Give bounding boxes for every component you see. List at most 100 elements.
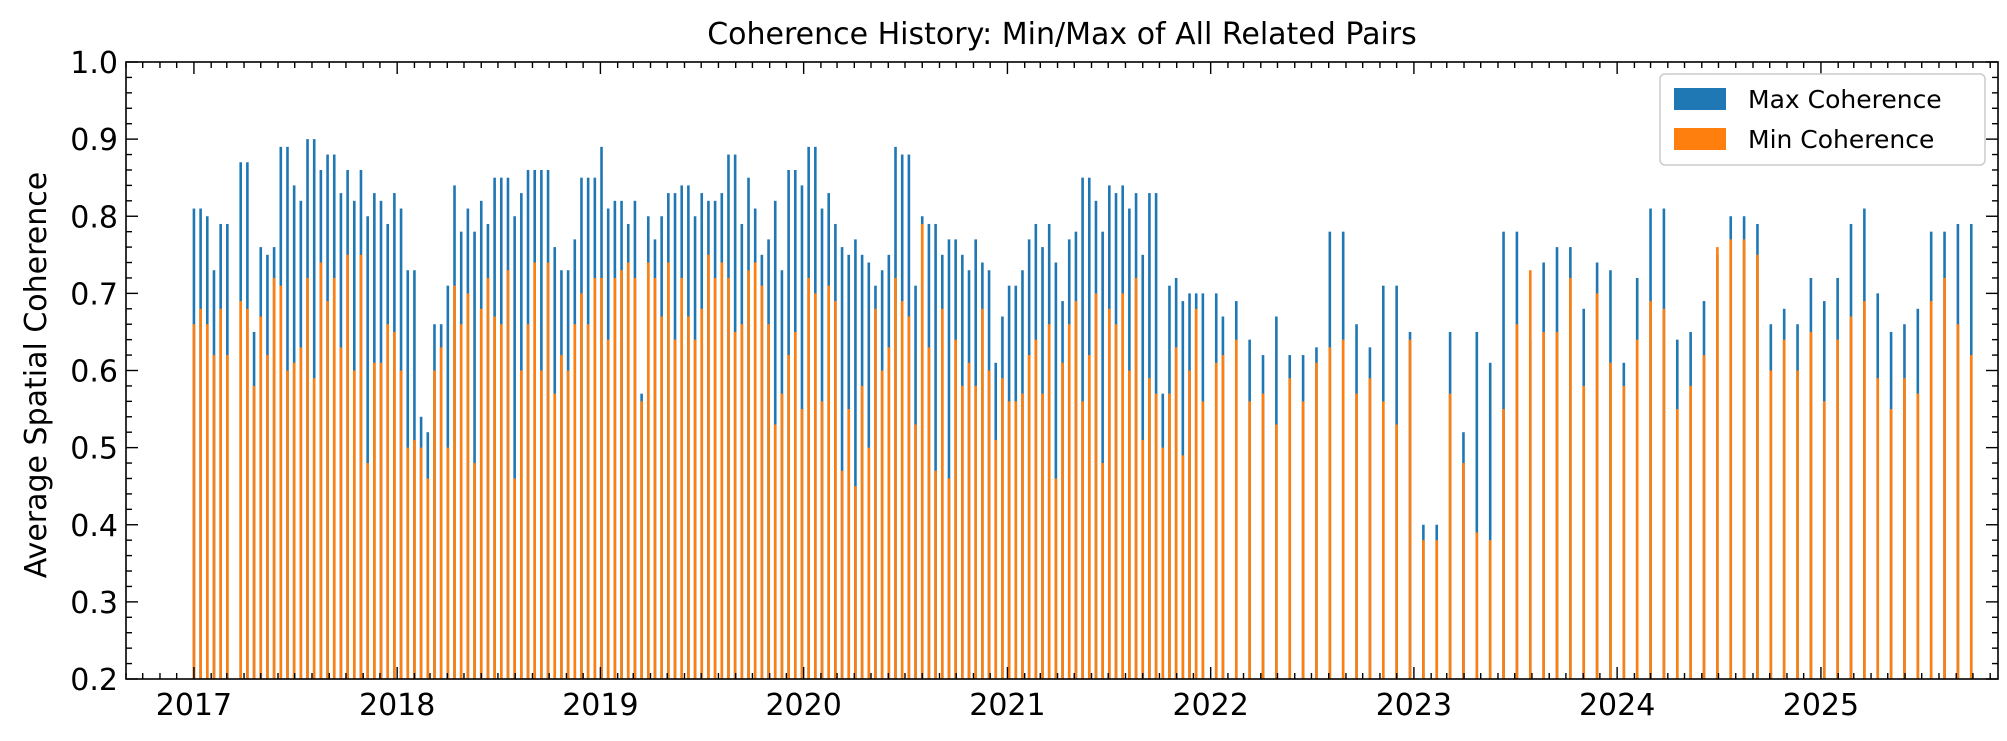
min-coherence-bar: [1141, 439, 1145, 679]
min-coherence-bar: [1515, 324, 1519, 679]
min-coherence-bar: [393, 331, 396, 679]
min-coherence-bar: [199, 308, 202, 679]
min-coherence-bar: [1081, 401, 1084, 679]
min-coherence-bar: [346, 254, 349, 679]
min-coherence-bar: [580, 293, 583, 679]
min-coherence-bar: [1782, 339, 1786, 679]
min-coherence-bar: [867, 447, 871, 680]
min-coherence-bar: [1094, 293, 1098, 679]
legend-label-min: Min Coherence: [1748, 125, 1934, 154]
min-coherence-bar: [981, 308, 984, 679]
min-coherence-bar: [626, 262, 630, 679]
min-coherence-bar: [927, 347, 931, 679]
min-coherence-bar: [653, 277, 657, 679]
min-coherence-bar: [1214, 362, 1218, 679]
min-coherence-bar: [1027, 355, 1031, 679]
min-coherence-bar: [319, 262, 323, 679]
min-coherence-bar: [586, 324, 590, 679]
min-coherence-bar: [1555, 331, 1559, 679]
y-tick-label: 1.0: [70, 46, 118, 81]
min-coherence-bar: [499, 324, 503, 679]
y-tick-label: 0.5: [70, 432, 118, 467]
min-coherence-bar: [1128, 370, 1131, 679]
min-coherence-bar: [1087, 355, 1091, 679]
min-coherence-bar: [700, 308, 704, 679]
min-coherence-bar: [1168, 393, 1171, 679]
min-coherence-bar: [753, 262, 757, 679]
min-coherence-bar: [606, 339, 610, 679]
min-coherence-bar: [486, 277, 490, 679]
min-coherence-bar: [399, 370, 403, 679]
min-coherence-bar: [1462, 463, 1465, 679]
min-coherence-bar: [1876, 378, 1880, 679]
min-coherence-bar: [439, 347, 443, 679]
min-coherence-bar: [1161, 447, 1165, 680]
min-coherence-bar: [807, 277, 810, 679]
min-coherence-bar: [1275, 424, 1278, 679]
min-coherence-bar: [419, 447, 423, 680]
min-coherence-bar: [446, 447, 450, 680]
min-coherence-bar: [219, 308, 222, 679]
max-coherence-bar: [473, 231, 476, 680]
min-coherence-bar: [1114, 324, 1118, 679]
min-coherence-bar: [1067, 324, 1071, 679]
min-coherence-bar: [787, 355, 790, 679]
min-coherence-bar: [1943, 277, 1946, 679]
min-coherence-bar: [613, 277, 617, 679]
min-coherence-bar: [540, 370, 543, 679]
max-coherence-bar: [1488, 362, 1492, 679]
min-coherence-bar: [1422, 540, 1425, 679]
min-coherence-bar: [1622, 385, 1626, 679]
max-coherence-bar: [1475, 331, 1479, 679]
min-coherence-bar: [920, 223, 924, 679]
min-coherence-bar: [1148, 378, 1151, 679]
min-coherence-bar: [1889, 409, 1893, 679]
min-coherence-bar: [1689, 385, 1692, 679]
min-coherence-bar: [1201, 401, 1205, 679]
min-coherence-bar: [379, 362, 383, 679]
max-coherence-bar: [854, 239, 857, 679]
y-tick-labels: 0.2 0.3 0.4 0.5 0.6 0.7 0.8 0.9 1.0: [70, 46, 118, 698]
min-coherence-bar: [1702, 355, 1706, 679]
min-coherence-bar: [640, 401, 643, 679]
min-coherence-bar: [312, 378, 316, 679]
min-coherence-bar: [473, 463, 476, 679]
min-coherence-bar: [513, 478, 516, 679]
min-coherence-bar: [1408, 339, 1412, 679]
min-coherence-bar: [1061, 362, 1064, 679]
min-coherence-bar: [1903, 378, 1906, 679]
min-coherence-bar: [907, 316, 911, 679]
min-coherence-bar: [1134, 277, 1138, 679]
min-coherence-bar: [1047, 324, 1051, 679]
min-coherence-bar: [767, 324, 770, 679]
min-coherence-bar: [553, 393, 557, 679]
legend-swatch-max: [1674, 88, 1726, 110]
min-coherence-bar: [834, 301, 837, 679]
min-coherence-bar: [974, 385, 977, 679]
legend-box: [1659, 73, 1986, 166]
min-coherence-bar: [660, 316, 663, 679]
min-coherence-bar: [1488, 540, 1492, 679]
min-coherence-bar: [1916, 393, 1920, 679]
min-coherence-bar: [466, 293, 470, 679]
min-coherence-bar: [1181, 455, 1185, 679]
min-coherence-bar: [426, 478, 430, 679]
min-coherence-bar: [1448, 393, 1452, 679]
min-coherence-bar: [1716, 247, 1719, 679]
min-coherence-bar: [840, 470, 844, 679]
min-coherence-bar: [246, 308, 249, 679]
min-coherence-bar: [1863, 301, 1866, 679]
min-coherence-bar: [1288, 378, 1292, 679]
min-coherence-bar: [934, 470, 937, 679]
min-coherence-bar: [880, 370, 884, 679]
min-coherence-bar: [279, 285, 283, 679]
min-coherence-bar: [299, 347, 303, 679]
min-coherence-bar: [1595, 293, 1599, 679]
y-tick-label: 0.6: [70, 355, 118, 390]
min-coherence-bar: [1315, 362, 1318, 679]
min-coherence-bar: [1101, 463, 1104, 679]
min-coherence-bar: [1809, 331, 1813, 679]
min-coherence-bar: [680, 277, 683, 679]
max-coherence-bar: [1101, 231, 1104, 680]
